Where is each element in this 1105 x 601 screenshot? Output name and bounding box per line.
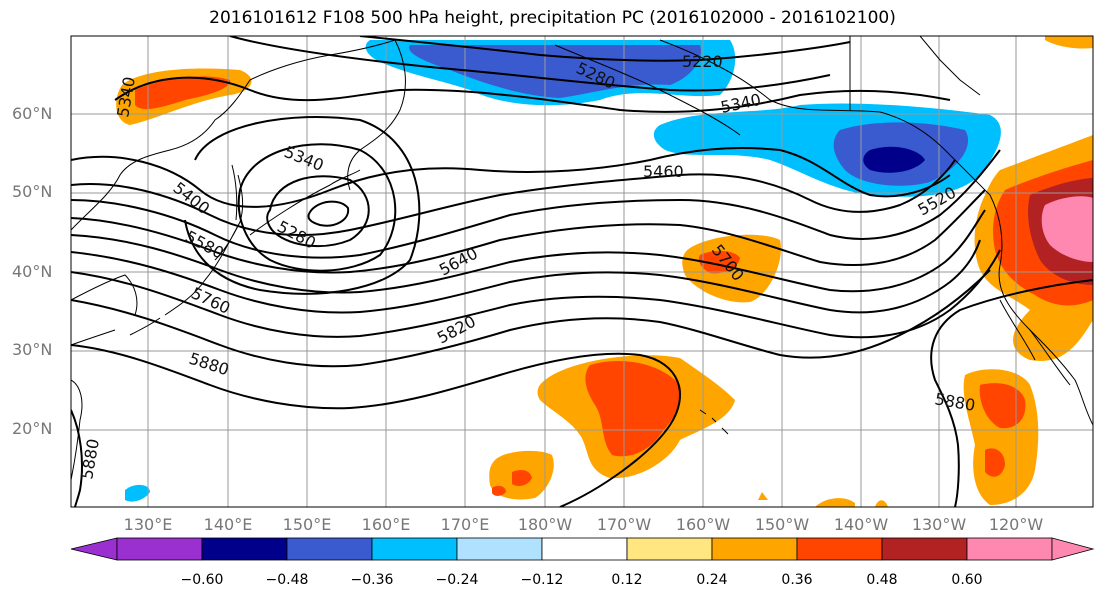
colorbar-tick-7: 0.36	[781, 572, 813, 588]
colorbar-tick-5: 0.12	[611, 572, 643, 588]
lat-label-60n: 60°N	[12, 104, 53, 123]
precip-blob-westcoast-pink	[1041, 196, 1093, 262]
map-title: 2016101612 F108 500 hPa height, precipit…	[209, 8, 896, 28]
colorbar-extend-high	[1051, 537, 1095, 561]
contour-5220	[359, 36, 851, 62]
lat-label-50n: 50°N	[12, 182, 53, 201]
height-contours	[71, 36, 1093, 507]
colorbar-tick-8: 0.48	[866, 572, 898, 588]
coast-korea-china	[71, 274, 138, 481]
precip-blob-blue-sw	[125, 484, 150, 502]
contour-5520	[71, 149, 1001, 259]
colorbar-bin-0	[116, 537, 203, 561]
lon-label-170e: 170°E	[440, 515, 490, 534]
contour-label-5220: 5220	[682, 52, 723, 71]
contour-5700	[71, 239, 981, 314]
precip-blob-bottom	[815, 498, 855, 507]
lat-label-20n: 20°N	[12, 419, 53, 438]
precip-blob-bottom2	[758, 492, 768, 500]
precip-blob-se-core	[979, 383, 1026, 429]
contour-label-5760: 5760	[188, 283, 233, 317]
contour-label-5820: 5820	[434, 312, 479, 348]
contour-5580	[71, 189, 986, 274]
contour-5400	[71, 147, 951, 208]
colorbar-tick-9: 0.60	[951, 572, 983, 588]
colorbar-tick-6: 0.24	[696, 572, 728, 588]
colorbar-tick-4: −0.12	[520, 572, 564, 588]
lat-label-40n: 40°N	[12, 262, 53, 281]
colorbar-tick-2: −0.36	[350, 572, 394, 588]
precip-blob-nw-core	[135, 76, 231, 110]
lon-label-130e: 130°E	[123, 515, 173, 534]
graticule	[71, 36, 1093, 507]
contour-5460	[71, 159, 956, 236]
colorbar-bin-10	[966, 537, 1053, 561]
precip-blob-sw-core2	[492, 485, 506, 496]
colorbar-extend-low	[70, 537, 118, 561]
coast-kuriles	[249, 169, 361, 236]
contour-low-2	[266, 175, 370, 247]
lon-label-160w: 160°W	[675, 515, 731, 534]
lat-label-30n: 30°N	[12, 340, 53, 359]
colorbar-tick-3: −0.24	[435, 572, 479, 588]
lon-label-160e: 160°E	[361, 515, 411, 534]
coast-kamchatka	[347, 39, 406, 191]
coast-hawaii	[699, 409, 729, 435]
contour-5280	[229, 36, 831, 92]
colorbar-bin-2	[286, 537, 373, 561]
precip-blob-bottom3	[875, 500, 888, 507]
precip-blob-subtropical-core	[585, 361, 682, 457]
lon-label-140w: 140°W	[833, 515, 889, 534]
colorbar-bin-7	[711, 537, 798, 561]
colorbar-bin-4	[456, 537, 543, 561]
contour-5880-sw	[71, 409, 83, 507]
lon-label-120w: 120°W	[988, 515, 1044, 534]
contour-5820	[71, 269, 991, 368]
colorbar-bin-6	[626, 537, 713, 561]
colorbar-bin-9	[881, 537, 968, 561]
precip-blob-ne-corner	[1045, 36, 1093, 49]
colorbar-bin-1	[201, 537, 288, 561]
lon-label-180w: 180°W	[517, 515, 573, 534]
contour-label-5460: 5460	[643, 162, 684, 181]
contour-5880-east	[930, 279, 1093, 507]
precip-blob-se-core2	[985, 448, 1005, 477]
colorbar-bin-8	[796, 537, 883, 561]
contour-5340-w	[184, 115, 421, 295]
colorbar-tick-0: −0.60	[180, 572, 224, 588]
lon-label-130w: 130°W	[911, 515, 967, 534]
coast-sakhalin	[231, 164, 238, 221]
lon-label-140e: 140°E	[203, 515, 253, 534]
contour-label-5340-w: 5340	[282, 142, 327, 175]
colorbar	[70, 537, 1095, 561]
colorbar-tick-1: −0.48	[265, 572, 309, 588]
contour-5880-main	[71, 344, 681, 507]
lon-label-170w: 170°W	[596, 515, 652, 534]
colorbar-bin-5	[541, 537, 628, 561]
colorbar-bin-3	[371, 537, 458, 561]
precip-blob-north-core	[409, 45, 701, 98]
coast-canada-border	[849, 36, 981, 110]
lon-label-150e: 150°E	[282, 515, 332, 534]
contour-label-5880-w: 5880	[187, 349, 232, 380]
contour-5340-n	[114, 76, 951, 113]
contour-5640	[71, 209, 986, 294]
lon-label-150w: 150°W	[754, 515, 810, 534]
contour-label-5580: 5580	[182, 227, 227, 263]
precip-blob-gulf-max	[863, 146, 925, 173]
contour-low-inner	[307, 200, 350, 227]
map-frame	[70, 35, 1094, 508]
precip-blob-sw-core	[512, 470, 532, 486]
coast-baja	[999, 299, 1071, 386]
